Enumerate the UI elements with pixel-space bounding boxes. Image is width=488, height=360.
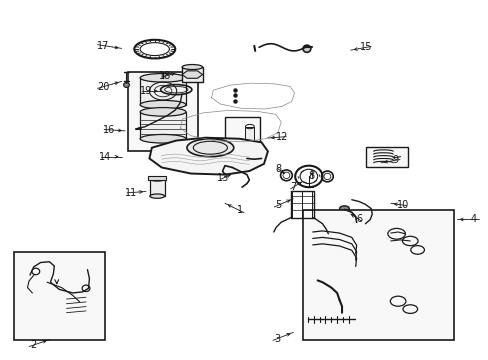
Text: 8: 8: [308, 171, 314, 181]
Text: 12: 12: [275, 132, 287, 142]
Text: 18: 18: [159, 71, 171, 81]
Bar: [150, 179, 164, 196]
Ellipse shape: [186, 139, 233, 157]
Ellipse shape: [140, 108, 185, 116]
Text: 1: 1: [236, 206, 242, 216]
Ellipse shape: [150, 194, 164, 198]
Ellipse shape: [339, 206, 348, 212]
Bar: [14, 252, 104, 339]
Bar: [140, 78, 185, 105]
Text: 8: 8: [275, 164, 281, 174]
Text: 13: 13: [217, 173, 229, 183]
Ellipse shape: [133, 126, 143, 133]
Ellipse shape: [140, 134, 185, 143]
Polygon shape: [149, 138, 267, 175]
Text: 9: 9: [392, 155, 398, 165]
Text: 4: 4: [469, 215, 476, 224]
Text: 6: 6: [355, 215, 362, 224]
Text: 17: 17: [97, 41, 109, 50]
Text: 15: 15: [360, 42, 372, 52]
Text: 7: 7: [289, 182, 296, 192]
Bar: [224, 117, 260, 144]
Polygon shape: [182, 71, 202, 78]
Text: 11: 11: [125, 188, 137, 198]
Bar: [148, 176, 165, 180]
Bar: [140, 112, 185, 139]
Text: 3: 3: [274, 333, 280, 343]
Text: 2: 2: [31, 340, 37, 350]
Bar: [128, 72, 197, 151]
Text: 5: 5: [275, 200, 281, 210]
Text: 20: 20: [97, 82, 109, 92]
Text: 10: 10: [396, 200, 408, 210]
Text: 14: 14: [99, 152, 111, 162]
Ellipse shape: [123, 82, 129, 87]
Bar: [245, 127, 254, 141]
Bar: [182, 67, 202, 82]
Text: 19: 19: [140, 86, 152, 96]
Bar: [366, 147, 407, 167]
Ellipse shape: [140, 100, 185, 109]
Ellipse shape: [150, 177, 164, 181]
Ellipse shape: [140, 73, 185, 82]
Text: 16: 16: [102, 125, 115, 135]
Ellipse shape: [182, 64, 202, 69]
Ellipse shape: [303, 45, 310, 52]
Bar: [303, 211, 453, 339]
